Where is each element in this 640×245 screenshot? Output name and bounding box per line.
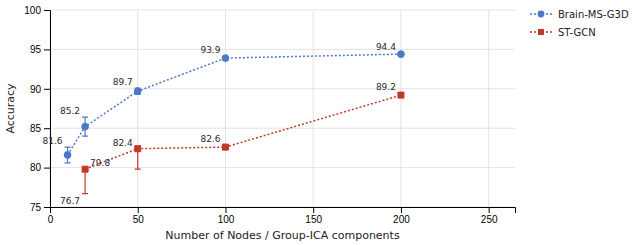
error-bar (222, 145, 228, 150)
marker (135, 146, 141, 152)
x-axis-tick-mark (225, 207, 226, 213)
grid-line-y (50, 167, 515, 168)
chart: 0 50 100 150 200 250 75 80 85 90 95 100 Number of No… (0, 0, 640, 245)
annotation: 81.6 (43, 136, 63, 146)
annotations: 81.6 85.2 89.7 93.9 94.4 76.7 79.882.4 82.6 89.2 (43, 42, 397, 206)
y-axis-tick-label: 90 (30, 84, 42, 95)
y-axis-line (44, 11, 51, 208)
x-axis-tick-mark (313, 207, 314, 213)
marker (82, 123, 89, 130)
x-axis-tick: 150 (305, 207, 322, 225)
y-axis-tick-mark (44, 89, 50, 90)
error-bar (82, 117, 88, 136)
y-axis-tick: 80 (30, 162, 50, 173)
marks (64, 51, 404, 194)
annotation: 93.9 (200, 45, 220, 55)
y-axis-tick-mark (44, 207, 50, 208)
y-axis-tick: 75 (30, 202, 50, 213)
legend-label: Brain-MS-G3D (558, 9, 629, 20)
marker (222, 55, 229, 62)
x-axis-tick: 250 (481, 207, 498, 225)
marker (134, 88, 141, 95)
legend-marker (538, 29, 544, 35)
y-axis-tick-mark (44, 168, 50, 169)
marker (222, 144, 228, 150)
grid-line-x (488, 10, 489, 207)
error-bar (82, 169, 88, 193)
x-axis-title: Number of Nodes / Group-ICA components (165, 229, 400, 242)
marker (398, 51, 405, 58)
grid-line-x (137, 10, 138, 207)
x-axis-tick-mark (401, 207, 402, 213)
annotation: 94.4 (376, 42, 396, 52)
y-axis: 75 80 85 90 95 100 (24, 5, 50, 213)
y-axis-tick-label: 100 (24, 5, 41, 16)
x-axis-tick-label: 150 (305, 214, 322, 225)
x-axis: 0 50 100 150 200 250 (48, 207, 516, 225)
grid-line-x (225, 10, 226, 207)
legend-marker (538, 11, 545, 18)
annotation: 85.2 (60, 106, 80, 116)
annotation: 89.7 (113, 77, 133, 87)
grid-line-y (50, 128, 515, 129)
y-axis-tick: 85 (30, 123, 50, 134)
x-axis-tick-label: 200 (393, 214, 410, 225)
annotation: 82.6 (200, 134, 220, 144)
legend-item: Brain-MS-G3D (530, 9, 629, 20)
annotation: 76.7 (60, 196, 80, 206)
marker (64, 152, 71, 159)
plot: 0 50 100 150 200 250 75 80 85 90 95 100 Number of No… (4, 5, 629, 242)
series (64, 51, 404, 163)
annotation: 79.8 (90, 158, 110, 168)
x-axis-tick: 100 (218, 207, 235, 225)
legend-item: ST-GCN (530, 27, 596, 38)
y-axis-tick-label: 80 (30, 162, 42, 173)
legend-label: ST-GCN (558, 27, 596, 38)
y-axis-tick-label: 75 (30, 202, 42, 213)
y-axis-tick: 90 (30, 84, 50, 95)
grid-line-x (313, 10, 314, 207)
error-bar (65, 147, 71, 163)
grid (50, 10, 515, 207)
grid-line-y (50, 88, 515, 89)
y-axis-tick: 100 (24, 5, 50, 16)
annotation: 89.2 (376, 82, 396, 92)
x-axis-line (51, 208, 516, 214)
x-axis-tick: 50 (133, 207, 145, 225)
line (68, 54, 401, 155)
x-axis-tick-label: 0 (48, 214, 54, 225)
x-axis-tick-mark (489, 207, 490, 213)
x-axis-tick: 0 (48, 207, 54, 225)
error-bar (398, 93, 404, 98)
y-axis-title: Accuracy (4, 83, 17, 134)
x-axis-tick-label: 250 (481, 214, 498, 225)
line (85, 95, 401, 169)
y-axis-tick-label: 85 (30, 123, 42, 134)
series (82, 92, 404, 194)
y-axis-tick: 95 (30, 44, 50, 55)
marker (398, 92, 404, 98)
x-axis-tick: 200 (393, 207, 410, 225)
grid-line-x (400, 10, 401, 207)
x-axis-tick-mark (138, 207, 139, 213)
legend: Brain-MS-G3D ST-GCN (530, 9, 629, 38)
grid-line-y (50, 10, 515, 11)
y-axis-tick-mark (44, 128, 50, 129)
x-axis-tick-label: 100 (218, 214, 235, 225)
annotation: 82.4 (113, 138, 133, 148)
y-axis-tick-label: 95 (30, 44, 42, 55)
grid-line-y (50, 49, 515, 50)
marker (82, 166, 88, 172)
y-axis-tick-mark (44, 49, 50, 50)
error-bar (135, 88, 141, 94)
y-axis-tick-mark (44, 10, 50, 11)
x-axis-tick-label: 50 (133, 214, 145, 225)
